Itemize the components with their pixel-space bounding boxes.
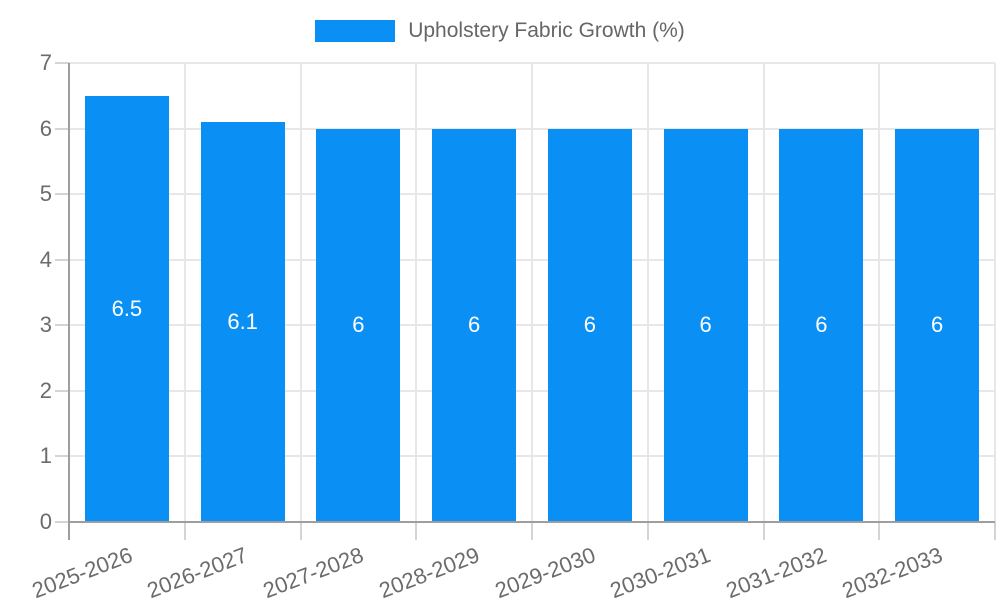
bar[interactable] (547, 128, 632, 522)
x-tick-label: 2026-2027 (144, 542, 252, 600)
x-tick-mark (994, 522, 996, 540)
bar[interactable] (84, 95, 169, 522)
bar-value-label: 6.1 (227, 309, 258, 334)
y-tick-label: 5 (39, 181, 52, 207)
y-tick-label: 4 (39, 246, 52, 272)
bar[interactable] (432, 128, 517, 522)
x-gridline (415, 63, 418, 522)
y-tick-mark (55, 389, 69, 392)
x-tick-label: 2027-2028 (259, 542, 367, 600)
x-gridline (878, 63, 881, 522)
bar[interactable] (316, 128, 401, 522)
x-axis-line (69, 521, 995, 523)
y-tick-label: 2 (39, 377, 52, 403)
legend-swatch-icon (315, 20, 396, 42)
bar-value-label: 6 (583, 312, 596, 338)
x-tick-mark (531, 522, 533, 540)
bar-value-label: 6 (699, 312, 712, 338)
bar-value-label: 6 (815, 312, 828, 338)
y-axis-line (68, 63, 70, 540)
x-tick-label: 2028-2029 (375, 542, 483, 600)
bar-value-label: 6 (931, 312, 944, 338)
x-gridline (646, 63, 649, 522)
x-tick-label: 2025-2026 (28, 542, 136, 600)
y-tick-label: 1 (39, 443, 52, 469)
x-gridline (994, 63, 996, 522)
legend-item[interactable]: Upholstery Fabric Growth (%) (0, 19, 1000, 43)
bar[interactable] (200, 122, 285, 522)
bar-value-label: 6.5 (111, 295, 143, 321)
x-tick-label: 2031-2032 (722, 542, 830, 600)
x-gridline (531, 63, 533, 522)
bar-value-label: 6 (352, 312, 365, 338)
x-tick-mark (878, 522, 881, 540)
bar[interactable] (779, 128, 864, 522)
x-tick-label: 2029-2030 (491, 542, 599, 600)
y-tick-mark (55, 193, 69, 196)
y-tick-label: 7 (39, 50, 52, 75)
x-gridline (762, 63, 765, 522)
x-tick-mark (646, 522, 649, 540)
legend-label: Upholstery Fabric Growth (%) (408, 19, 685, 42)
bar[interactable] (895, 128, 980, 522)
x-tick-mark (415, 522, 418, 540)
x-tick-mark (299, 522, 302, 540)
bar[interactable] (663, 128, 748, 522)
x-gridline (299, 63, 302, 522)
x-tick-label: 2032-2033 (838, 542, 946, 600)
x-tick-label: 2030-2031 (607, 542, 715, 600)
y-tick-mark (55, 62, 69, 64)
x-tick-mark (183, 522, 186, 540)
y-tick-mark (55, 258, 69, 261)
bar-value-label: 6 (468, 312, 481, 338)
y-tick-mark (55, 127, 69, 130)
y-tick-label: 6 (39, 115, 52, 141)
y-tick-label: 0 (39, 509, 52, 534)
y-tick-mark (55, 324, 69, 327)
y-tick-label: 3 (39, 312, 52, 338)
y-tick-mark (55, 455, 69, 458)
x-gridline (183, 63, 186, 522)
x-tick-mark (762, 522, 765, 540)
y-tick-mark (55, 521, 69, 523)
